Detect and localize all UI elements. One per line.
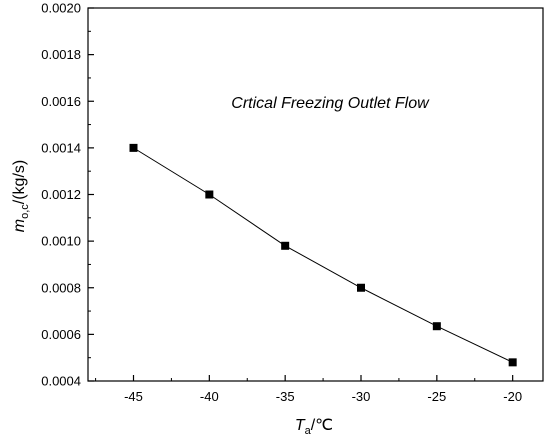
y-tick-label: 0.0020: [41, 1, 81, 16]
data-point-marker: [508, 358, 517, 367]
y-tick-label: 0.0006: [41, 327, 81, 342]
y-axis-ticks: 0.0004 0.0006 0.0008 0.0010 0.0012 0.0014 0.00…: [41, 1, 94, 389]
data-point-marker: [205, 190, 214, 199]
x-tick-label: -45: [124, 389, 143, 404]
x-tick-label: -35: [276, 389, 295, 404]
y-tick-label: 0.0010: [41, 234, 81, 249]
data-point-marker: [432, 322, 441, 331]
y-tick-label: 0.0016: [41, 94, 81, 109]
x-tick-label: -20: [503, 389, 522, 404]
x-axis-label-symbol: T: [295, 417, 306, 434]
x-tick-label: -25: [427, 389, 446, 404]
y-axis-label-unit: /(kg/s): [11, 160, 28, 204]
x-tick-label: -30: [352, 389, 371, 404]
x-tick-label: -40: [200, 389, 219, 404]
y-axis-label-subscript: o,c: [19, 204, 31, 219]
x-axis-label-subscript: a: [305, 425, 312, 437]
y-tick-label: 0.0018: [41, 47, 81, 62]
plot-area-frame: [87, 7, 544, 382]
data-point-marker: [281, 241, 290, 250]
y-axis-label: mo,c/(kg/s): [11, 160, 31, 232]
data-point-marker: [129, 143, 138, 152]
y-tick-label: 0.0014: [41, 140, 81, 155]
minor-ticks: [88, 30, 476, 381]
y-tick-label: 0.0012: [41, 187, 81, 202]
x-axis-ticks: -45 -40 -35 -30 -25 -20: [124, 375, 522, 404]
data-series: [129, 143, 517, 367]
x-axis-label-unit: /℃: [311, 417, 333, 434]
chart-title: Crtical Freezing Outlet Flow: [231, 95, 430, 112]
y-axis-label-symbol: m: [11, 219, 28, 232]
data-point-marker: [357, 283, 365, 292]
series-line: [133, 147, 513, 363]
y-tick-label: 0.0004: [41, 374, 81, 389]
x-axis-label: Ta/℃: [295, 417, 333, 437]
y-tick-label: 0.0008: [41, 280, 81, 295]
